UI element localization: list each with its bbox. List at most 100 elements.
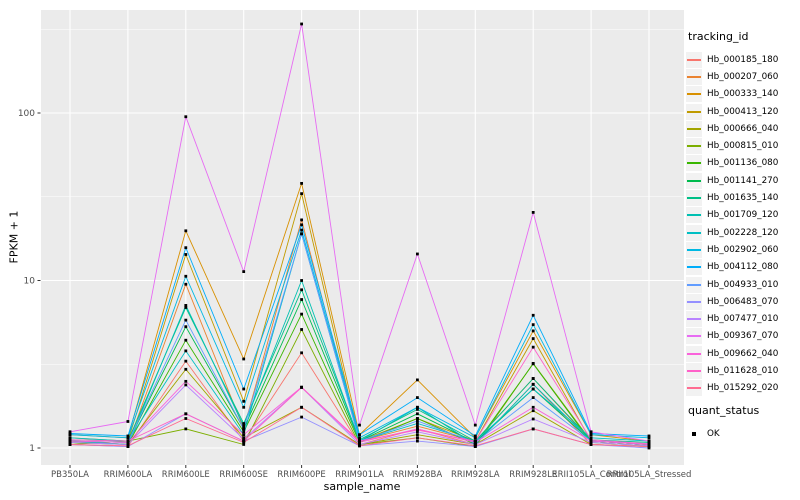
legend-item: Hb_015292_020 <box>686 380 800 397</box>
legend-key <box>686 172 702 189</box>
x-tick-label: RRII105LA_Stressed <box>607 470 692 480</box>
legend-item-label: Hb_001141_270 <box>707 175 779 186</box>
legend-item-label: Hb_002228_120 <box>707 227 779 238</box>
legend-key-line-icon <box>687 231 701 234</box>
data-point <box>242 399 246 403</box>
data-point <box>126 444 130 448</box>
data-point <box>300 328 303 331</box>
data-point <box>416 436 419 440</box>
data-point <box>473 436 477 440</box>
y-tick-label: 100 <box>18 109 35 119</box>
data-point <box>242 437 246 441</box>
legend-key-line-icon <box>687 352 701 355</box>
legend-key <box>686 311 702 328</box>
data-point <box>242 357 246 361</box>
legend-item-label: Hb_011628_010 <box>707 365 779 376</box>
data-point <box>68 430 72 434</box>
data-point <box>300 288 303 292</box>
data-point <box>473 444 477 448</box>
data-point <box>242 427 246 431</box>
plot-panel <box>41 10 684 465</box>
legend-key-line-icon <box>687 214 701 217</box>
data-point <box>242 422 246 425</box>
legend-key-line-icon <box>687 387 701 390</box>
legend-key-line-icon <box>687 300 701 303</box>
legend-key <box>686 224 702 241</box>
x-tick-label: RRIM928LA <box>451 470 500 480</box>
data-point <box>531 405 535 409</box>
data-point <box>531 362 535 366</box>
data-point <box>300 223 303 227</box>
legend-item-label: Hb_001136_080 <box>707 158 779 169</box>
data-point <box>126 439 130 443</box>
data-point <box>300 181 303 185</box>
x-tick-label: RRII105LA_Control <box>552 470 631 480</box>
legend-item: Hb_001141_270 <box>686 172 800 189</box>
data-point <box>184 427 188 431</box>
legend-item-label: Hb_000413_120 <box>707 106 779 117</box>
data-point <box>531 409 535 413</box>
legend-item: Hb_000207_060 <box>686 68 800 85</box>
data-point <box>358 423 361 427</box>
data-point <box>473 434 477 438</box>
legend-item: Hb_011628_010 <box>686 362 800 379</box>
x-tick-label: RRIM901LA <box>335 470 384 480</box>
legend-key-line-icon <box>687 179 701 182</box>
data-point <box>184 318 188 322</box>
data-point <box>126 434 130 438</box>
data-point <box>416 424 419 428</box>
data-point <box>184 325 188 329</box>
data-point <box>184 246 188 250</box>
data-point <box>358 439 361 443</box>
legend-item: Hb_000333_140 <box>686 86 800 103</box>
legend-item: Hb_001136_080 <box>686 155 800 172</box>
data-point <box>531 345 535 349</box>
legend-key <box>686 138 702 155</box>
data-point <box>416 439 419 443</box>
legend-key <box>686 120 702 137</box>
data-point <box>416 430 419 434</box>
data-point <box>184 383 188 387</box>
data-point <box>358 444 361 448</box>
data-point <box>416 433 419 437</box>
data-point <box>416 428 419 432</box>
data-point <box>531 382 535 386</box>
data-point <box>531 313 535 317</box>
legend-item-label: Hb_006483_070 <box>707 296 779 307</box>
data-point <box>416 407 419 411</box>
data-point <box>68 436 72 440</box>
data-point <box>242 441 246 444</box>
legend-title-tracking-id: tracking_id <box>688 30 749 43</box>
legend-item: Hb_002228_120 <box>686 224 800 241</box>
data-point <box>242 430 246 434</box>
data-point <box>184 412 188 416</box>
legend-item-label: Hb_002902_060 <box>707 244 779 255</box>
legend-key-line-icon <box>687 248 701 251</box>
data-point <box>300 279 303 282</box>
data-point <box>416 252 419 256</box>
legend-key <box>686 207 702 224</box>
data-point <box>589 438 593 442</box>
legend-key <box>686 86 702 103</box>
data-point <box>589 430 593 434</box>
x-tick-label: PB350LA <box>51 470 89 480</box>
legend-key-line-icon <box>687 145 701 148</box>
data-point <box>184 304 188 307</box>
data-point <box>300 386 303 389</box>
legend-item: Hb_007477_010 <box>686 310 800 328</box>
data-point <box>184 349 188 353</box>
data-point <box>358 433 361 437</box>
data-point <box>473 423 477 427</box>
legend-key-line-icon <box>687 127 701 130</box>
legend-item-label: Hb_009367_070 <box>707 331 779 342</box>
legend-item: Hb_004933_010 <box>686 276 800 293</box>
quant-legend-item: OK <box>686 425 800 442</box>
data-point <box>531 417 535 421</box>
legend-key <box>686 155 702 172</box>
legend-key-line-icon <box>687 93 701 96</box>
legend-key <box>686 380 702 397</box>
data-point <box>416 422 419 425</box>
data-point <box>589 432 593 435</box>
data-point <box>300 232 303 236</box>
